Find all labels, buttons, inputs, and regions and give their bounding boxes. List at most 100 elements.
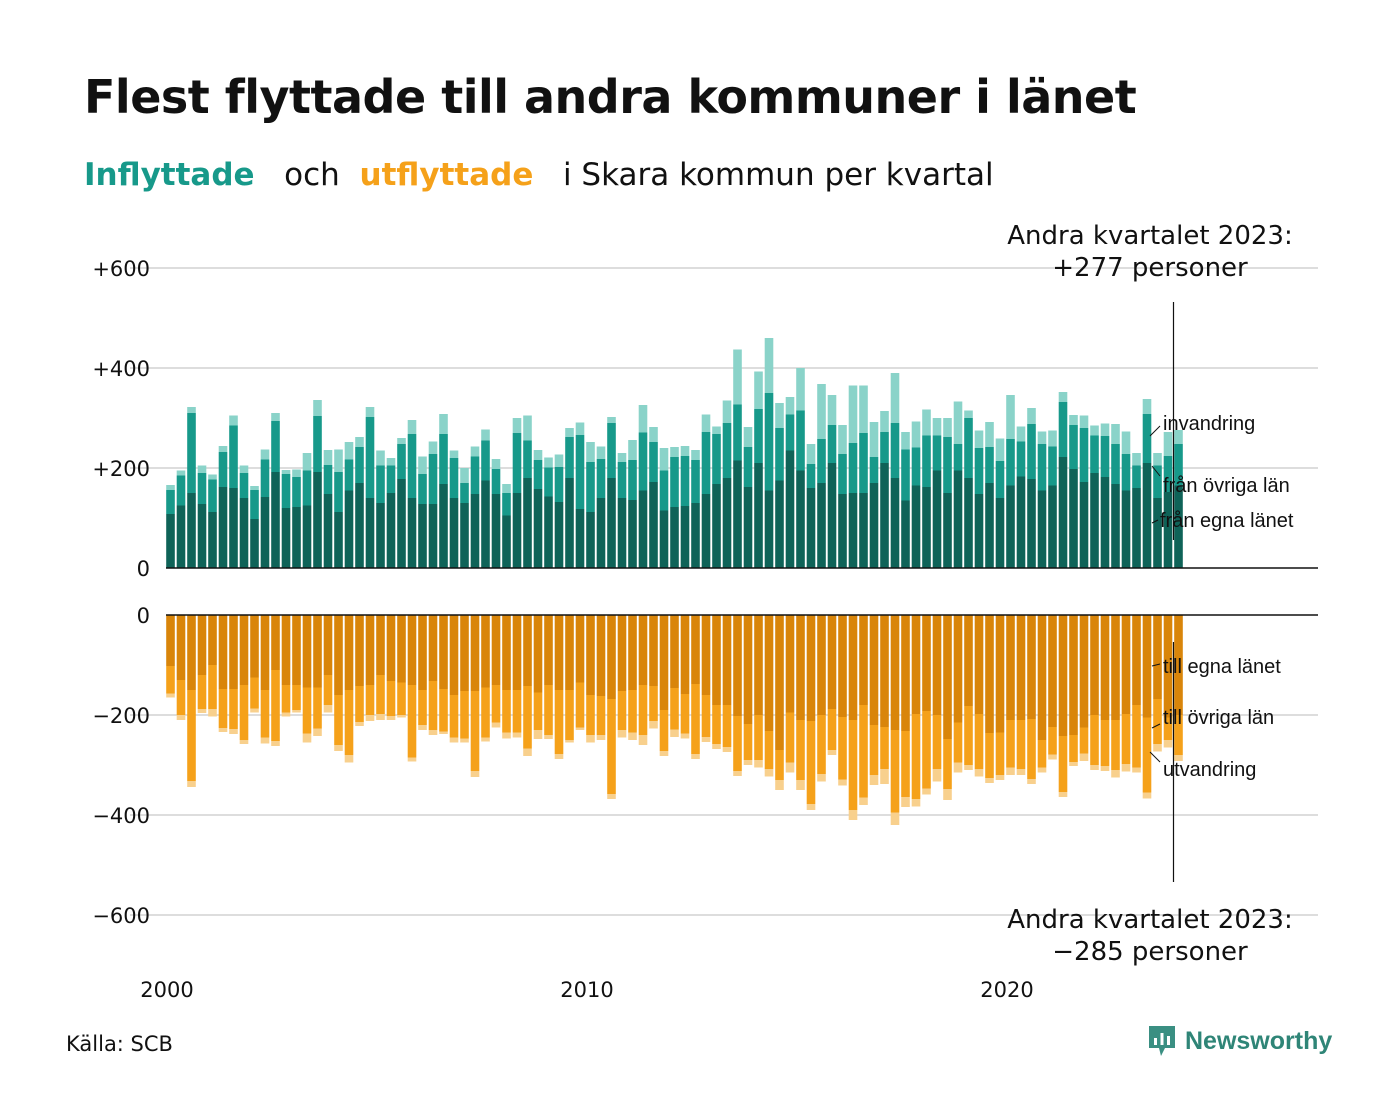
bar-in-own-county — [386, 493, 396, 568]
bar-in-own-county — [1016, 476, 1026, 568]
bar-in-own-county — [208, 512, 217, 568]
bar-out-emigration — [428, 730, 438, 735]
bar-in-own-county — [974, 494, 984, 568]
bar-in-immigration — [1163, 432, 1173, 456]
bar-in-immigration — [281, 470, 291, 474]
bar-out-emigration — [670, 729, 679, 737]
bar-out-emigration — [1016, 769, 1026, 775]
bar-in-own-county — [544, 496, 553, 568]
bar-out-own-county — [334, 615, 343, 695]
bar-out-emigration — [848, 810, 858, 820]
bar-in-immigration — [533, 450, 543, 460]
bar-in-other-counties — [1174, 444, 1183, 486]
bar-out-emigration — [1142, 792, 1152, 799]
bar-in-own-county — [470, 494, 480, 568]
bar-in-immigration — [712, 426, 721, 434]
bar-out-other-counties — [376, 675, 385, 714]
bar-in-own-county — [869, 483, 879, 568]
bar-in-own-county — [1153, 498, 1162, 568]
bar-out-other-counties — [680, 694, 690, 734]
bar-in-immigration — [1090, 425, 1099, 436]
bar-out-emigration — [418, 725, 427, 730]
bar-out-other-counties — [911, 714, 921, 799]
bar-in-own-county — [827, 463, 837, 568]
bar-in-own-county — [187, 493, 196, 568]
bar-out-own-county — [302, 615, 312, 688]
bar-in-own-county — [995, 498, 1005, 568]
bar-out-own-county — [869, 615, 879, 725]
bar-out-other-counties — [701, 695, 711, 737]
bar-in-immigration — [911, 421, 921, 448]
bar-out-other-counties — [1048, 727, 1057, 755]
bar-in-own-county — [523, 478, 532, 568]
bar-in-other-counties — [1048, 446, 1057, 486]
bar-in-own-county — [880, 463, 889, 568]
bar-in-other-counties — [670, 457, 679, 507]
bar-out-other-counties — [733, 716, 742, 771]
bar-in-immigration — [229, 415, 238, 426]
bar-out-own-county — [617, 615, 627, 691]
bar-out-other-counties — [743, 724, 753, 760]
bar-in-own-county — [1058, 457, 1068, 568]
bar-in-other-counties — [596, 459, 606, 498]
bar-in-own-county — [922, 487, 931, 568]
bar-out-other-counties — [1037, 740, 1047, 768]
bar-in-own-county — [365, 498, 375, 568]
bar-out-own-county — [817, 615, 826, 715]
bar-in-immigration — [460, 468, 469, 483]
bar-out-other-counties — [428, 681, 438, 730]
bar-out-other-counties — [187, 690, 196, 781]
bar-out-emigration — [1132, 767, 1141, 773]
bar-out-other-counties — [1142, 717, 1152, 793]
bar-out-other-counties — [1006, 720, 1015, 768]
bar-in-own-county — [953, 470, 963, 568]
bar-in-own-county — [617, 498, 627, 568]
bar-in-immigration — [733, 349, 742, 405]
bar-out-other-counties — [806, 721, 816, 804]
bar-out-other-counties — [1100, 720, 1110, 766]
bar-in-other-counties — [334, 472, 343, 512]
bar-in-other-counties — [397, 444, 406, 479]
bar-in-immigration — [1121, 431, 1131, 454]
bar-out-emigration — [376, 714, 385, 720]
bar-out-own-county — [880, 615, 889, 727]
bar-out-own-county — [575, 615, 585, 683]
bar-in-immigration — [449, 450, 459, 458]
bar-in-immigration — [638, 405, 648, 433]
bar-out-other-counties — [974, 714, 984, 769]
bar-out-emigration — [701, 737, 711, 742]
bar-out-other-counties — [407, 685, 417, 758]
bar-in-immigration — [323, 450, 333, 465]
bar-out-other-counties — [512, 690, 522, 733]
newsworthy-chart-icon — [1149, 1026, 1175, 1056]
bar-in-immigration — [1153, 453, 1162, 466]
bar-in-other-counties — [502, 493, 511, 516]
bar-in-other-counties — [166, 490, 175, 514]
bar-out-emigration — [565, 740, 574, 743]
bar-out-own-county — [407, 615, 417, 685]
bar-out-other-counties — [533, 692, 543, 730]
bar-out-own-county — [439, 615, 448, 689]
bar-in-own-county — [838, 494, 847, 568]
bar-in-other-counties — [806, 464, 816, 488]
bar-out-emigration — [1100, 766, 1110, 771]
bar-out-own-county — [292, 615, 301, 685]
bar-in-other-counties — [365, 417, 375, 498]
bar-out-emigration — [995, 775, 1005, 780]
bar-out-own-county — [533, 615, 543, 693]
bar-in-other-counties — [848, 443, 858, 493]
bar-in-other-counties — [292, 477, 301, 507]
bar-in-immigration — [512, 418, 522, 433]
bar-in-immigration — [197, 465, 207, 473]
bar-in-immigration — [418, 456, 427, 474]
bar-out-other-counties — [796, 720, 805, 780]
bar-in-immigration — [1142, 399, 1152, 414]
bar-in-other-counties — [586, 462, 595, 512]
bar-out-emigration — [1121, 764, 1131, 772]
bar-out-own-county — [470, 615, 480, 691]
bar-out-other-counties — [859, 705, 868, 798]
bar-in-own-county — [281, 508, 291, 568]
bar-out-emigration — [733, 771, 742, 776]
bar-in-other-counties — [785, 414, 795, 451]
bar-in-own-county — [1069, 469, 1078, 568]
